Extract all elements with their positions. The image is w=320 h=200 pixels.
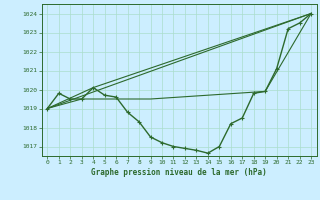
X-axis label: Graphe pression niveau de la mer (hPa): Graphe pression niveau de la mer (hPa) bbox=[91, 168, 267, 177]
